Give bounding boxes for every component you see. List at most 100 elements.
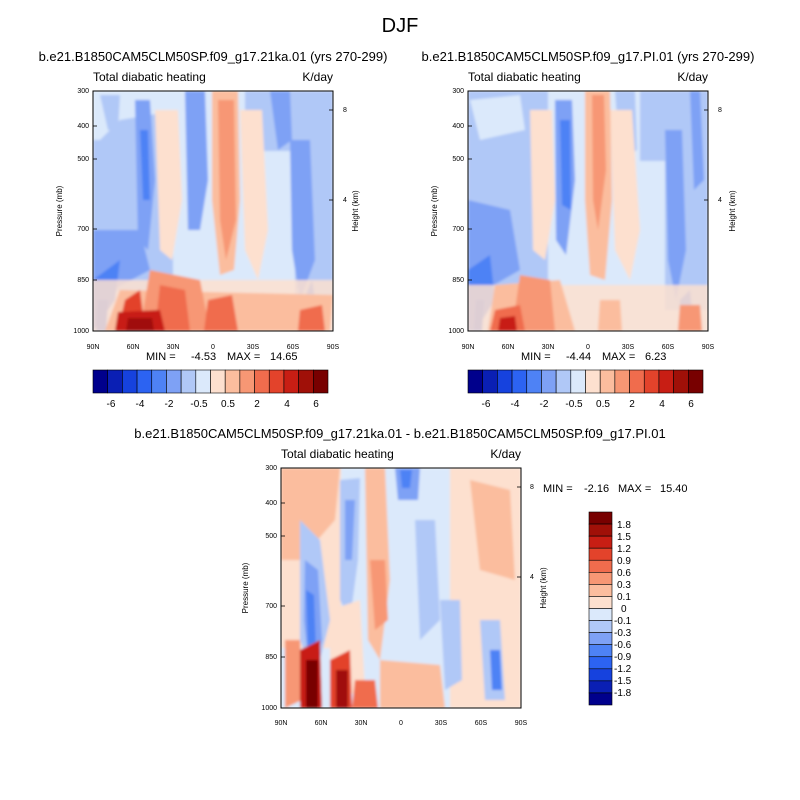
colorbar-swatch bbox=[588, 632, 613, 645]
x-tick-label: 30S bbox=[622, 344, 635, 351]
y-tick-label: 400 bbox=[265, 500, 277, 507]
x-tick-label: 30S bbox=[435, 720, 448, 727]
colorbar-label: 0.1 bbox=[617, 592, 631, 603]
y-axis-label: Pressure (mb) bbox=[430, 185, 439, 236]
y-tick-label: 700 bbox=[265, 603, 277, 610]
min-label: MIN = bbox=[521, 351, 551, 363]
plot-frame bbox=[467, 90, 709, 332]
y-ticks: 300 400 500 700 850 1000 bbox=[73, 88, 89, 335]
colorbar-label: -1.5 bbox=[614, 676, 632, 687]
colorbar-swatch bbox=[629, 369, 645, 394]
colorbar-swatch bbox=[482, 369, 498, 394]
x-tick-label: 60S bbox=[287, 344, 300, 351]
x-tick-label: 30N bbox=[355, 720, 368, 727]
colorbar-swatch bbox=[541, 369, 557, 394]
y-tick-label: 300 bbox=[77, 88, 89, 95]
colorbar bbox=[588, 511, 613, 706]
y-tick-label: 500 bbox=[452, 156, 464, 163]
colorbar-label: -1.2 bbox=[614, 664, 632, 675]
height-tick-label: 4 bbox=[530, 574, 534, 581]
colorbar-label: 2 bbox=[629, 399, 635, 410]
x-ticks: 90N 60N 30N 0 30S 60S 90S bbox=[275, 720, 528, 727]
colorbar-swatch bbox=[151, 369, 167, 394]
heatmap-field bbox=[93, 91, 333, 331]
colorbar-swatch bbox=[688, 369, 704, 394]
y-tick-label: 1000 bbox=[261, 705, 277, 712]
x-tick-label: 30S bbox=[247, 344, 260, 351]
colorbar bbox=[467, 369, 704, 394]
colorbar-label: -4 bbox=[136, 399, 145, 410]
y-tick-label: 850 bbox=[265, 654, 277, 661]
variable-label: Total diabatic heating bbox=[281, 447, 394, 461]
height-ticks: 8 4 bbox=[530, 484, 534, 581]
colorbar-swatch bbox=[588, 511, 613, 525]
colorbar-swatch bbox=[166, 369, 182, 394]
height-tick-label: 8 bbox=[718, 107, 722, 114]
x-ticks: 90N 60N 30N 0 30S 60S 90S bbox=[87, 344, 340, 351]
x-ticks: 90N 60N 30N 0 30S 60S 90S bbox=[462, 344, 715, 351]
y-tick-label: 300 bbox=[265, 465, 277, 472]
x-tick-label: 90S bbox=[515, 720, 528, 727]
panel-title: b.e21.B1850CAM5CLM50SP.f09_g17.21ka.01 (… bbox=[39, 49, 388, 64]
colorbar-label: -1.8 bbox=[614, 688, 632, 699]
colorbar-label: -0.5 bbox=[190, 399, 208, 410]
heatmap-field bbox=[281, 468, 521, 708]
x-tick-label: 60N bbox=[127, 344, 140, 351]
units-label: K/day bbox=[677, 70, 708, 84]
height-tick-label: 8 bbox=[530, 484, 534, 491]
page-title: DJF bbox=[382, 15, 419, 37]
panel-pi: b.e21.B1850CAM5CLM50SP.f09_g17.PI.01 (yr… bbox=[422, 49, 755, 410]
colorbar-label: 6 bbox=[688, 399, 694, 410]
colorbar-swatch bbox=[588, 547, 613, 561]
colorbar-swatch bbox=[224, 369, 241, 394]
max-value: 6.23 bbox=[645, 351, 666, 363]
colorbar-label: -4 bbox=[511, 399, 520, 410]
colorbar-label: 0.9 bbox=[617, 556, 631, 567]
colorbar-label: -6 bbox=[107, 399, 116, 410]
y-tick-label: 500 bbox=[265, 533, 277, 540]
colorbar-swatch bbox=[588, 644, 613, 658]
max-label: MAX = bbox=[618, 483, 651, 495]
colorbar-label: 4 bbox=[659, 399, 665, 410]
colorbar-swatch bbox=[599, 369, 616, 394]
colorbar-swatch bbox=[180, 369, 197, 394]
height-ticks: 8 4 bbox=[343, 107, 347, 204]
variable-label: Total diabatic heating bbox=[468, 70, 581, 84]
colorbar-swatch bbox=[658, 369, 674, 394]
colorbar-swatch bbox=[588, 668, 613, 682]
x-tick-label: 90S bbox=[702, 344, 715, 351]
colorbar-swatch bbox=[588, 596, 613, 609]
colorbar-swatch bbox=[643, 369, 660, 394]
colorbar-label: -2 bbox=[540, 399, 549, 410]
x-tick-label: 90N bbox=[275, 720, 288, 727]
colorbar-swatch bbox=[92, 369, 108, 394]
y-tick-label: 700 bbox=[452, 226, 464, 233]
colorbar-swatch bbox=[588, 692, 613, 706]
colorbar-swatch bbox=[210, 369, 226, 394]
y2-axis-label: Height (km) bbox=[351, 190, 360, 232]
max-label: MAX = bbox=[602, 351, 635, 363]
panel-title: b.e21.B1850CAM5CLM50SP.f09_g17.PI.01 (yr… bbox=[422, 49, 755, 64]
max-value: 14.65 bbox=[270, 351, 298, 363]
variable-label: Total diabatic heating bbox=[93, 70, 206, 84]
y2-axis-label: Height (km) bbox=[539, 567, 548, 609]
units-label: K/day bbox=[302, 70, 333, 84]
colorbar-swatch bbox=[298, 369, 314, 394]
y-tick-label: 400 bbox=[452, 123, 464, 130]
y-tick-label: 700 bbox=[77, 226, 89, 233]
colorbar-swatch bbox=[588, 535, 613, 549]
colorbar-swatch bbox=[570, 369, 586, 394]
colorbar-labels: 1.8 1.5 1.2 0.9 0.6 0.3 0.1 0 -0.1 -0.3 … bbox=[614, 520, 632, 699]
colorbar-swatch bbox=[588, 620, 613, 633]
x-tick-label: 0 bbox=[586, 344, 590, 351]
x-tick-label: 60N bbox=[315, 720, 328, 727]
colorbar-label: 1.8 bbox=[617, 520, 631, 531]
y-tick-label: 850 bbox=[77, 277, 89, 284]
y-tick-label: 850 bbox=[452, 277, 464, 284]
panel-title: b.e21.B1850CAM5CLM50SP.f09_g17.21ka.01 -… bbox=[134, 426, 665, 441]
y-tick-label: 1000 bbox=[448, 328, 464, 335]
y-axis-label: Pressure (mb) bbox=[55, 185, 64, 236]
x-tick-label: 0 bbox=[211, 344, 215, 351]
colorbar-swatch bbox=[122, 369, 138, 394]
